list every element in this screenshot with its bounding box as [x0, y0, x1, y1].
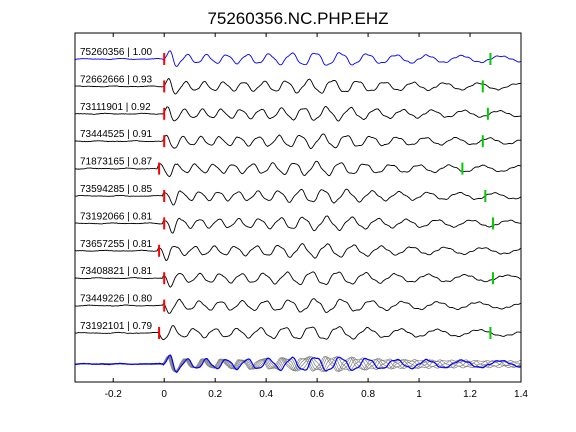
trace-label-7: 73657255 | 0.81: [80, 239, 153, 250]
trace-label-5: 73594285 | 0.85: [80, 184, 153, 195]
trace-label-0: 75260356 | 1.00: [80, 47, 153, 58]
trace-line-3: [74, 133, 522, 149]
trace-line-4: [74, 160, 522, 178]
trace-label-2: 73111901 | 0.92: [80, 102, 151, 113]
trace-line-6: [75, 215, 522, 234]
x-tick-label-1: 0: [161, 389, 167, 400]
trace-line-9: [74, 298, 522, 314]
x-tick-label-6: 1: [416, 389, 422, 400]
x-tick-label-4: 0.6: [310, 389, 324, 400]
x-tick-label-0: -0.2: [105, 389, 123, 400]
trace-label-9: 73449226 | 0.80: [80, 294, 153, 305]
x-axis: -0.2 0 0.2 0.4 0.6 0.8 1 1.2 1.4: [105, 33, 528, 400]
trace-line-5: [75, 188, 522, 206]
trace-label-8: 73408821 | 0.81: [80, 266, 153, 277]
x-tick-label-8: 1.4: [514, 389, 528, 400]
trace-line-7: [74, 242, 522, 262]
trace-line-1: [75, 77, 521, 95]
stack-panel: [74, 354, 522, 374]
x-tick-label-3: 0.4: [259, 389, 273, 400]
x-tick-label-7: 1.2: [463, 389, 477, 400]
plot-frame: [74, 32, 522, 383]
trace-line-8: [74, 271, 522, 288]
trace-label-1: 72662666 | 0.93: [80, 74, 153, 85]
stack-reference-trace: [74, 354, 522, 374]
chart-title: 75260356.NC.PHP.EHZ: [207, 9, 388, 28]
trace-label-4: 71873165 | 0.87: [80, 157, 153, 168]
x-tick-label-5: 0.8: [361, 389, 375, 400]
trace-line-2: [74, 105, 522, 122]
trace-line-0: [74, 50, 522, 67]
traces-group: 75260356 | 1.00 72662666 | 0.93 73111901 |…: [74, 47, 522, 341]
trace-label-6: 73192066 | 0.81: [80, 211, 153, 222]
x-tick-label-2: 0.2: [208, 389, 222, 400]
trace-line-10: [74, 324, 522, 341]
trace-label-3: 73444525 | 0.91: [80, 129, 153, 140]
trace-label-10: 73192101 | 0.79: [80, 321, 153, 332]
